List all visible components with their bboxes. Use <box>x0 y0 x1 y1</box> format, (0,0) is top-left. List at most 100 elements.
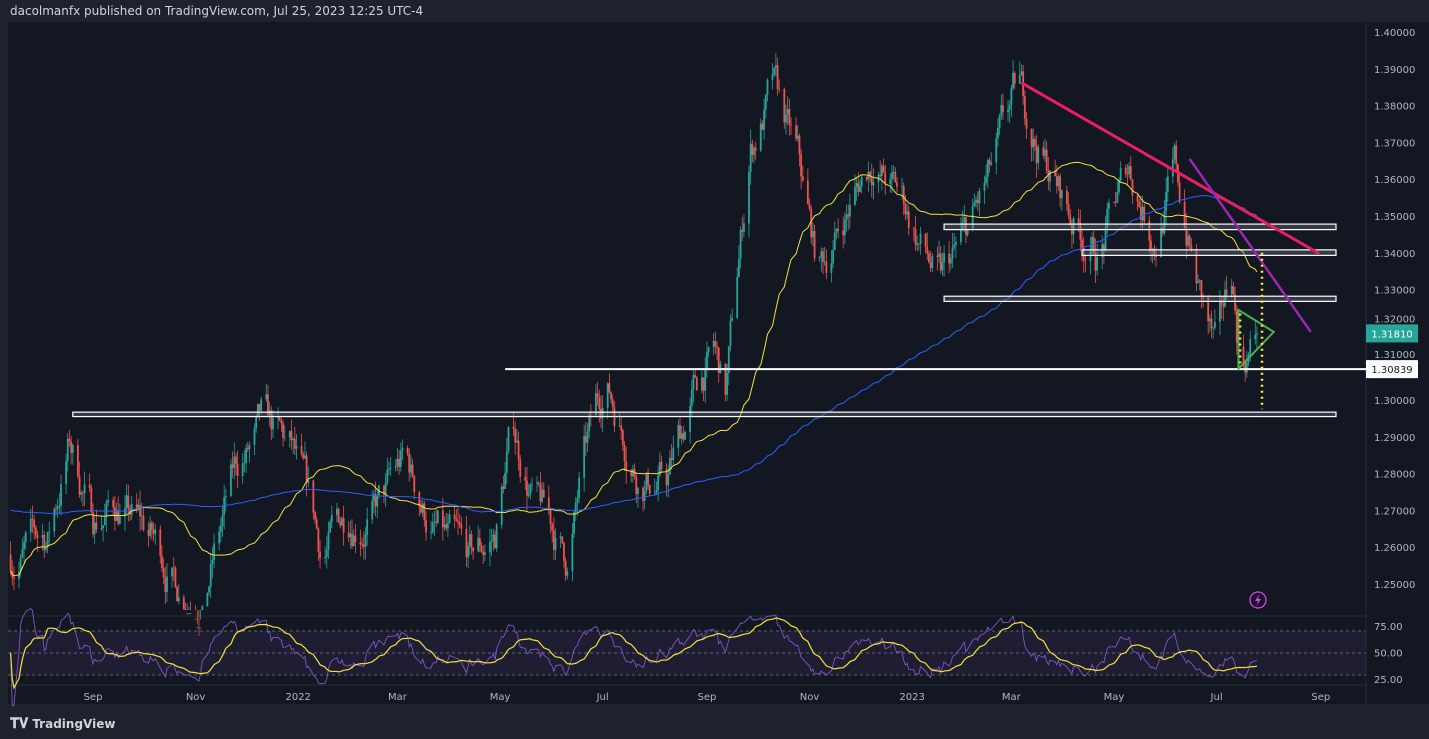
candle-body <box>1175 145 1178 165</box>
candle-body <box>267 394 269 416</box>
candle-body <box>625 461 628 471</box>
candle-body <box>973 202 976 207</box>
price-tick-label: 1.26000 <box>1374 543 1415 554</box>
candle-body <box>484 552 486 555</box>
price-tick-label: 1.37000 <box>1374 138 1415 149</box>
candle-body <box>574 502 577 513</box>
candle-body <box>1034 138 1036 146</box>
candle-body <box>896 182 898 187</box>
candle-body <box>327 532 330 551</box>
candle-body <box>835 228 838 233</box>
candle-body <box>418 492 421 507</box>
candle-body <box>171 567 173 577</box>
candles <box>9 52 1258 636</box>
candle-body <box>292 438 295 441</box>
candle-body <box>610 392 612 400</box>
candle-body <box>465 528 468 558</box>
candle-body <box>258 403 261 411</box>
candle-body <box>660 461 663 470</box>
candle-body <box>1049 170 1051 182</box>
candle-body <box>113 507 116 521</box>
candle-body <box>642 487 644 501</box>
candle-body <box>1138 201 1141 207</box>
candle-body <box>293 438 296 449</box>
candle-body <box>1067 203 1070 216</box>
candle-body <box>495 524 498 549</box>
candle-body <box>1060 190 1063 198</box>
candle-body <box>112 500 115 508</box>
candle-body <box>1092 237 1095 254</box>
candle-body <box>655 490 658 493</box>
candle-body <box>931 255 934 269</box>
candle-body <box>985 176 988 183</box>
candle-body <box>1119 167 1122 180</box>
candle-body <box>29 518 32 533</box>
candle-body <box>1002 105 1004 113</box>
candle-body <box>879 174 882 176</box>
candle-body <box>702 377 705 391</box>
candle-body <box>401 447 404 451</box>
candle-body <box>339 522 342 526</box>
candle-body <box>526 480 528 496</box>
candle-body <box>1054 170 1057 177</box>
candle-body <box>1091 237 1094 250</box>
candle-body <box>102 525 104 529</box>
tradingview-logo[interactable]: 𝐓𝐕 TradingView <box>10 716 115 732</box>
candle-body <box>1084 260 1087 262</box>
candle-body <box>70 441 73 453</box>
candle-body <box>399 450 402 468</box>
candle-body <box>943 253 945 263</box>
price-tick-label: 1.25000 <box>1374 580 1415 591</box>
time-tick-label: Mar <box>1002 692 1022 703</box>
candle-body <box>182 597 185 610</box>
candle-body <box>598 397 601 410</box>
candle-body <box>478 537 481 546</box>
candle-body <box>759 123 762 151</box>
candle-body <box>552 530 555 550</box>
candle-body <box>680 433 683 439</box>
candle-body <box>537 482 540 485</box>
candle-body <box>1114 201 1117 203</box>
candle-body <box>542 489 545 498</box>
candle-body <box>139 504 141 517</box>
candle-body <box>796 135 799 139</box>
candle-body <box>1207 297 1210 322</box>
candle-body <box>1012 72 1014 88</box>
candle-body <box>882 165 885 173</box>
candle-body <box>611 399 614 408</box>
candle-body <box>995 138 998 163</box>
candle-body <box>813 230 816 259</box>
price-tick-label: 1.29000 <box>1374 433 1415 444</box>
candle-body <box>1222 304 1225 307</box>
candle-body <box>352 535 355 547</box>
candle-body <box>748 171 750 224</box>
candle-body <box>378 485 380 496</box>
candle-body <box>413 475 416 493</box>
candle-body <box>1235 310 1238 343</box>
candle-body <box>445 524 448 529</box>
candle-body <box>1232 286 1235 295</box>
candle-body <box>512 426 515 430</box>
candle-body <box>563 542 565 561</box>
candle-body <box>771 74 774 80</box>
candle-body <box>372 494 375 501</box>
candle-body <box>806 180 809 205</box>
sr-zone <box>1081 249 1337 256</box>
candle-body <box>584 435 587 443</box>
time-tick-label: May <box>1104 692 1125 703</box>
candle-body <box>763 109 766 130</box>
candle-body <box>166 576 168 593</box>
candle-body <box>1197 280 1199 284</box>
price-tick-label: 1.38000 <box>1374 102 1415 113</box>
candle-body <box>786 109 789 115</box>
price-tick-label: 1.36000 <box>1374 175 1415 186</box>
price-tick-label: 1.40000 <box>1374 28 1415 39</box>
candle-body <box>541 489 543 502</box>
candle-body <box>492 534 495 542</box>
candle-body <box>906 211 908 215</box>
candle-body <box>71 445 74 453</box>
candle-body <box>1150 240 1152 251</box>
candle-body <box>1025 118 1028 129</box>
candle-body <box>684 431 686 440</box>
